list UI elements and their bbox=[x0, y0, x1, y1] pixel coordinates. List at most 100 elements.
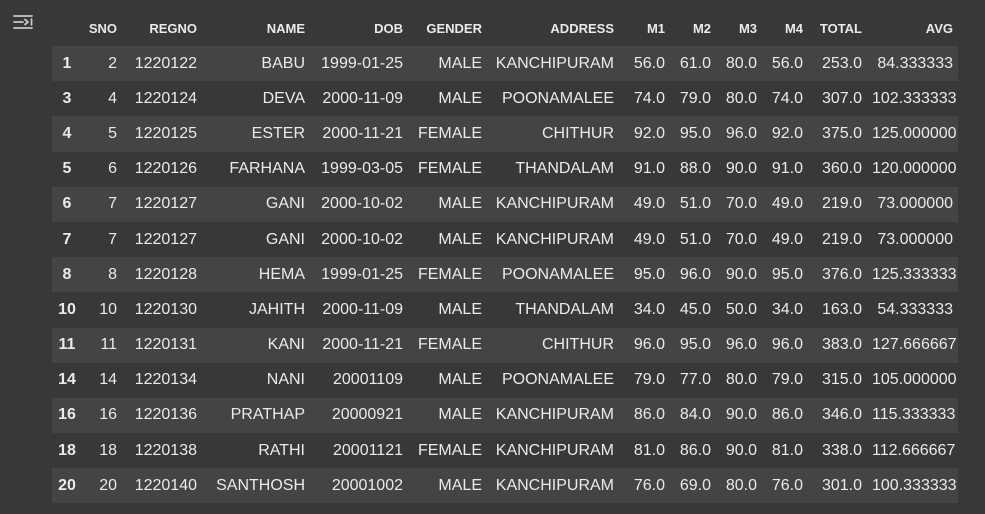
cell-m2: 45.0 bbox=[679, 300, 711, 318]
column-header-m3: M3 bbox=[738, 21, 757, 36]
cell-dob: 2000-10-02 bbox=[321, 195, 403, 213]
cell-m2: 96.0 bbox=[679, 265, 711, 283]
cell-m2: 95.0 bbox=[679, 124, 711, 142]
cell-gender: FEMALE bbox=[417, 265, 482, 283]
cell-address: KANCHIPURAM bbox=[495, 476, 614, 494]
cell-gender: FEMALE bbox=[417, 124, 482, 142]
cell-regno: 1220127 bbox=[134, 230, 197, 248]
cell-name: RATHI bbox=[258, 441, 305, 459]
cell-sno: 5 bbox=[108, 124, 117, 142]
row-index: 16 bbox=[58, 406, 76, 424]
cell-m3: 90.0 bbox=[725, 265, 757, 283]
table-row: 14 14 1220134 NANI 20001109 MALE POONAMALEE 79.… bbox=[52, 362, 958, 398]
cell-m3: 96.0 bbox=[725, 124, 757, 142]
table-row: 1 2 1220122 BABU 1999-01-25 MALE KANCHIPURAM 56… bbox=[52, 46, 958, 82]
cell-gender: MALE bbox=[438, 230, 482, 248]
cell-avg: 127.666667 bbox=[872, 336, 957, 354]
row-index: 10 bbox=[58, 300, 76, 318]
cell-m3: 50.0 bbox=[725, 300, 757, 318]
cell-dob: 20000921 bbox=[331, 406, 403, 424]
cell-m4: 49.0 bbox=[771, 195, 803, 213]
row-index: 8 bbox=[62, 265, 72, 283]
cell-avg: 84.333333 bbox=[877, 54, 953, 72]
cell-dob: 2000-11-21 bbox=[322, 336, 403, 354]
output-actions-icon bbox=[13, 15, 33, 29]
cell-address: POONAMALEE bbox=[501, 371, 614, 389]
cell-regno: 1220125 bbox=[134, 124, 197, 142]
cell-regno: 1220122 bbox=[134, 54, 197, 72]
cell-gender: MALE bbox=[438, 300, 482, 318]
cell-gender: MALE bbox=[438, 371, 482, 389]
cell-sno: 2 bbox=[108, 54, 117, 72]
cell-gender: MALE bbox=[438, 195, 482, 213]
cell-address: CHITHUR bbox=[542, 124, 614, 142]
cell-address: THANDALAM bbox=[515, 160, 614, 178]
cell-m1: 96.0 bbox=[633, 336, 665, 354]
cell-m4: 56.0 bbox=[771, 54, 803, 72]
cell-name: PRATHAP bbox=[230, 406, 305, 424]
table-body: 1 2 1220122 BABU 1999-01-25 MALE KANCHIPURAM 56… bbox=[52, 46, 958, 504]
column-header-address: ADDRESS bbox=[550, 21, 614, 36]
cell-regno: 1220136 bbox=[134, 406, 197, 424]
cell-m2: 86.0 bbox=[679, 441, 711, 459]
cell-m4: 49.0 bbox=[771, 230, 803, 248]
table-row: 7 7 1220127 GANI 2000-10-02 MALE KANCHIPURAM 49… bbox=[52, 221, 958, 258]
cell-sno: 7 bbox=[108, 195, 117, 213]
cell-address: KANCHIPURAM bbox=[495, 230, 614, 248]
cell-avg: 100.333333 bbox=[872, 476, 957, 494]
cell-sno: 20 bbox=[99, 476, 117, 494]
cell-m2: 61.0 bbox=[679, 54, 711, 72]
cell-m1: 56.0 bbox=[633, 54, 665, 72]
cell-gender: MALE bbox=[438, 89, 482, 107]
cell-total: 360.0 bbox=[821, 160, 862, 178]
cell-m3: 80.0 bbox=[725, 54, 757, 72]
cell-m2: 88.0 bbox=[679, 160, 711, 178]
cell-m2: 51.0 bbox=[679, 195, 711, 213]
cell-m4: 96.0 bbox=[771, 336, 803, 354]
table-row: 16 16 1220136 PRATHAP 20000921 MALE KANCHIPURA… bbox=[52, 397, 958, 434]
table-row: 6 7 1220127 GANI 2000-10-02 MALE KANCHIPURAM 49… bbox=[52, 186, 958, 222]
table-row: 4 5 1220125 ESTER 2000-11-21 FEMALE CHITHUR 92.… bbox=[52, 116, 958, 152]
cell-regno: 1220140 bbox=[134, 476, 197, 494]
row-index: 14 bbox=[58, 371, 76, 389]
cell-name: GANI bbox=[265, 230, 305, 248]
cell-m1: 34.0 bbox=[633, 300, 665, 318]
cell-m4: 76.0 bbox=[771, 476, 803, 494]
dataframe-table: SNO REGNO NAME DOB GENDER ADDRESS M1 M2 M3 M4 TOTA… bbox=[52, 11, 958, 504]
cell-m1: 74.0 bbox=[633, 89, 665, 107]
cell-address: KANCHIPURAM bbox=[495, 195, 614, 213]
cell-m4: 86.0 bbox=[771, 406, 803, 424]
cell-avg: 120.000000 bbox=[872, 160, 957, 178]
cell-sno: 11 bbox=[100, 336, 117, 354]
cell-gender: MALE bbox=[438, 54, 482, 72]
cell-address: KANCHIPURAM bbox=[495, 406, 614, 424]
cell-m1: 79.0 bbox=[633, 371, 665, 389]
row-index: 6 bbox=[62, 195, 72, 213]
cell-sno: 8 bbox=[108, 265, 117, 283]
cell-sno: 10 bbox=[99, 300, 117, 318]
cell-sno: 18 bbox=[99, 441, 117, 459]
column-header-m2: M2 bbox=[692, 21, 711, 36]
cell-m4: 81.0 bbox=[771, 441, 803, 459]
row-index: 3 bbox=[62, 89, 72, 107]
cell-regno: 1220130 bbox=[134, 300, 197, 318]
cell-dob: 20001002 bbox=[331, 476, 403, 494]
cell-m1: 49.0 bbox=[633, 195, 665, 213]
cell-m4: 74.0 bbox=[771, 89, 803, 107]
cell-m1: 91.0 bbox=[633, 160, 665, 178]
table-header: SNO REGNO NAME DOB GENDER ADDRESS M1 M2 M3 M4 TOTA… bbox=[52, 11, 958, 46]
cell-name: DEVA bbox=[262, 89, 305, 107]
cell-gender: FEMALE bbox=[417, 336, 482, 354]
cell-avg: 115.333333 bbox=[872, 406, 956, 424]
cell-m2: 69.0 bbox=[679, 476, 711, 494]
row-index: 11 bbox=[58, 336, 76, 354]
output-actions-button[interactable] bbox=[12, 12, 36, 34]
cell-dob: 2000-11-09 bbox=[322, 300, 403, 318]
row-index: 7 bbox=[62, 230, 72, 248]
cell-m1: 86.0 bbox=[633, 406, 665, 424]
cell-name: NANI bbox=[266, 371, 305, 389]
cell-regno: 1220138 bbox=[134, 441, 197, 459]
cell-m3: 80.0 bbox=[725, 371, 757, 389]
table-row: 20 20 1220140 SANTHOSH 20001002 MALE KANCHIPUR… bbox=[52, 468, 958, 504]
